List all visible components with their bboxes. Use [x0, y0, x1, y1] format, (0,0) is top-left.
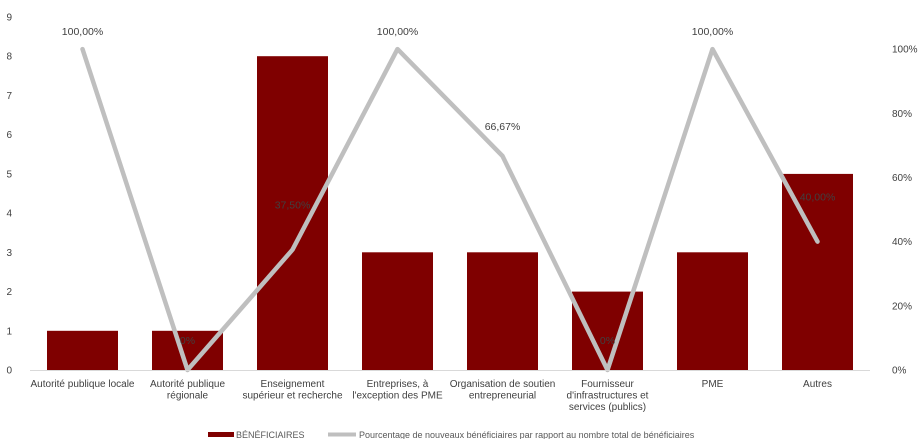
x-category-label: PME	[702, 379, 724, 390]
y-left-tick-label: 9	[6, 13, 12, 24]
line-data-label: 100,00%	[62, 26, 103, 38]
y-left-tick-label: 1	[6, 326, 12, 337]
bar	[677, 252, 748, 370]
legend-label-line: Pourcentage de nouveaux bénéficiaires pa…	[359, 430, 695, 439]
x-category-label: Autorité publique locale	[31, 379, 135, 390]
x-category-label: Autres	[803, 379, 832, 390]
y-left-tick-label: 6	[6, 130, 12, 141]
y-left-tick-label: 0	[6, 366, 12, 377]
y-left-tick-label: 7	[6, 91, 12, 102]
y-right-tick-label: 20%	[892, 301, 912, 312]
bar	[467, 252, 538, 370]
line-data-label: 37,50%	[275, 200, 311, 212]
bar	[572, 291, 643, 370]
y-right-tick-label: 60%	[892, 173, 912, 184]
data-labels: 100,00% 0% 37,50% 100,00% 66,67% 0% 100,00% 40,…	[62, 26, 836, 347]
y-left-tick-label: 4	[6, 209, 12, 220]
x-category-label: Enseignement supérieur et recherche	[242, 379, 342, 402]
x-category-label: Entreprises, à l'exception des PME	[352, 379, 443, 402]
legend: BÉNÉFICIAIRES Pourcentage de nouveaux bé…	[208, 430, 695, 439]
bar	[362, 252, 433, 370]
line-data-label: 0%	[180, 335, 195, 347]
legend-label-bar: BÉNÉFICIAIRES	[236, 430, 305, 439]
y-right-tick-label: 0%	[892, 366, 907, 377]
line-data-label: 0%	[600, 335, 615, 347]
line-path	[80, 46, 820, 373]
line-data-label: 100,00%	[377, 26, 418, 38]
x-category-label: Autorité publique régionale	[150, 379, 225, 402]
x-category-label: Fournisseur d'infrastructures et services …	[567, 379, 649, 413]
axes: 0 1 2 3 4 5 6 7 8 9 0% 20% 40% 60% 80% 100% Autorité pub…	[6, 13, 917, 414]
y-right-tick-label: 40%	[892, 237, 912, 248]
bar-series	[47, 56, 853, 370]
line-data-label: 66,67%	[485, 121, 521, 133]
bar	[782, 173, 853, 370]
y-right-tick-label: 100%	[892, 45, 918, 56]
x-category-label: Organisation de soutien entrepreneurial	[450, 379, 556, 402]
y-left-tick-label: 5	[6, 169, 12, 180]
line-data-label: 100,00%	[692, 26, 733, 38]
bar	[47, 330, 118, 370]
y-left-tick-label: 2	[6, 287, 12, 298]
legend-swatch-bar	[208, 432, 234, 437]
line-data-label: 40,00%	[800, 192, 836, 204]
bar	[257, 56, 328, 370]
y-left-tick-label: 8	[6, 52, 12, 63]
y-left-tick-label: 3	[6, 248, 12, 259]
y-right-tick-label: 80%	[892, 109, 912, 120]
